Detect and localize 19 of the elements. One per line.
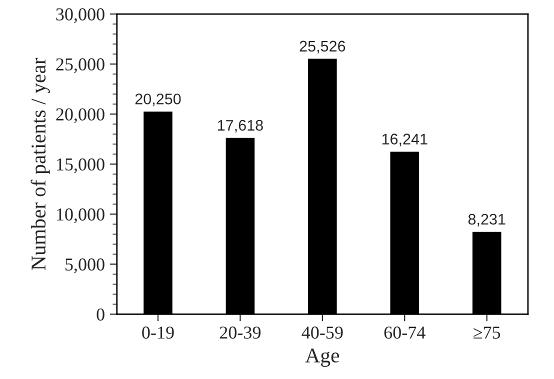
x-tick-label: 60-74 bbox=[384, 326, 426, 339]
y-tick-label: 30,000 bbox=[56, 8, 104, 24]
y-tick-label: 10,000 bbox=[57, 208, 104, 224]
x-tick-label: 40-59 bbox=[302, 326, 343, 339]
data-label: 8,231 bbox=[468, 214, 506, 226]
y-tick-label: 15,000 bbox=[57, 158, 104, 174]
data-label: 25,526 bbox=[300, 40, 346, 54]
y-tick-label: 5,000 bbox=[66, 258, 104, 274]
data-label: 17,618 bbox=[218, 120, 263, 133]
x-tick-label: ≥75 bbox=[474, 326, 500, 339]
y-tick-label: 25,000 bbox=[56, 58, 104, 74]
y-tick-label: 20,000 bbox=[56, 108, 104, 124]
x-tick-label: 0-19 bbox=[142, 326, 174, 339]
x-tick-label: 20-39 bbox=[220, 326, 261, 339]
y-tick-label: 0 bbox=[96, 308, 104, 321]
data-label: 16,241 bbox=[382, 134, 428, 146]
y-axis-title: Number of patients / year bbox=[30, 58, 50, 270]
data-label: 20,250 bbox=[135, 94, 181, 106]
x-axis-title: Age bbox=[305, 348, 340, 367]
